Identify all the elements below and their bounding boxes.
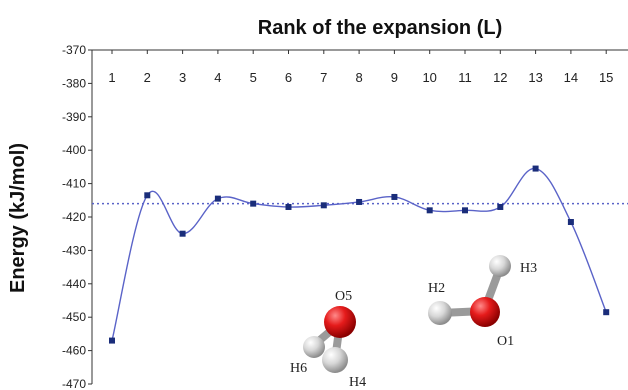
data-point bbox=[532, 165, 539, 172]
x-tick-label: 11 bbox=[458, 70, 472, 85]
y-tick-label: -450 bbox=[62, 310, 86, 324]
data-point bbox=[320, 202, 327, 209]
data-point bbox=[144, 192, 151, 199]
atom-label-h3: H3 bbox=[520, 261, 537, 276]
atom-label-o1: O1 bbox=[497, 334, 514, 349]
x-tick-label: 13 bbox=[528, 70, 542, 85]
atom-label-h6: H6 bbox=[290, 361, 307, 376]
atom-label-o5: O5 bbox=[335, 289, 352, 304]
y-tick-label: -470 bbox=[62, 377, 86, 390]
atom-h6 bbox=[303, 336, 325, 358]
data-point bbox=[426, 207, 433, 214]
y-tick-label: -380 bbox=[62, 76, 86, 90]
data-point bbox=[214, 195, 221, 202]
atom-label-h4: H4 bbox=[349, 375, 366, 390]
y-tick-label: -370 bbox=[62, 43, 86, 57]
y-tick-label: -390 bbox=[62, 110, 86, 124]
y-tick-label: -400 bbox=[62, 143, 86, 157]
atom-h2 bbox=[428, 301, 452, 325]
data-point bbox=[462, 207, 468, 214]
y-tick-label: -410 bbox=[62, 177, 86, 191]
data-point bbox=[603, 309, 610, 316]
series-group bbox=[109, 165, 610, 344]
molecule-water-2: H2 H3 O1 bbox=[428, 255, 537, 349]
data-point bbox=[567, 219, 574, 226]
atom-label-h2: H2 bbox=[428, 281, 445, 296]
data-point bbox=[179, 230, 186, 237]
x-tick-label: 15 bbox=[599, 70, 613, 85]
atom-h3 bbox=[489, 255, 511, 277]
atom-o1 bbox=[470, 297, 500, 327]
data-point bbox=[497, 203, 504, 210]
series-line bbox=[111, 167, 607, 341]
x-tick-label: 6 bbox=[285, 70, 292, 85]
x-axis: 1 2 3 4 5 6 7 8 9 10 11 12 13 14 15 bbox=[92, 49, 628, 85]
x-tick-label: 5 bbox=[250, 70, 257, 85]
y-tick-label: -430 bbox=[62, 243, 86, 257]
x-tick-label: 7 bbox=[320, 70, 327, 85]
x-tick-label: 10 bbox=[422, 70, 436, 85]
data-point bbox=[250, 200, 257, 207]
data-point bbox=[285, 203, 292, 210]
x-tick-label: 14 bbox=[564, 70, 578, 85]
x-tick-label: 3 bbox=[179, 70, 186, 85]
y-tick-label: -420 bbox=[62, 210, 86, 224]
atom-o5 bbox=[324, 306, 356, 338]
x-tick-label: 4 bbox=[214, 70, 221, 85]
y-tick-label: -440 bbox=[62, 277, 86, 291]
x-tick-label: 12 bbox=[493, 70, 507, 85]
molecule-water-1: O5 H6 H4 bbox=[290, 289, 366, 390]
y-axis: -370 -380 -390 -400 -410 -420 -430 -440 -450 -460… bbox=[62, 43, 93, 390]
data-point bbox=[356, 198, 363, 205]
y-axis-label: Energy (kJ/mol) bbox=[7, 143, 29, 293]
data-point bbox=[391, 193, 398, 200]
x-tick-label: 1 bbox=[108, 70, 115, 85]
x-tick-label: 8 bbox=[355, 70, 362, 85]
x-tick-label: 2 bbox=[144, 70, 151, 85]
data-point bbox=[109, 337, 115, 344]
x-tick-label: 9 bbox=[391, 70, 398, 85]
y-tick-label: -460 bbox=[62, 344, 86, 358]
chart-title: Rank of the expansion (L) bbox=[258, 17, 502, 39]
atom-h4 bbox=[322, 347, 348, 373]
